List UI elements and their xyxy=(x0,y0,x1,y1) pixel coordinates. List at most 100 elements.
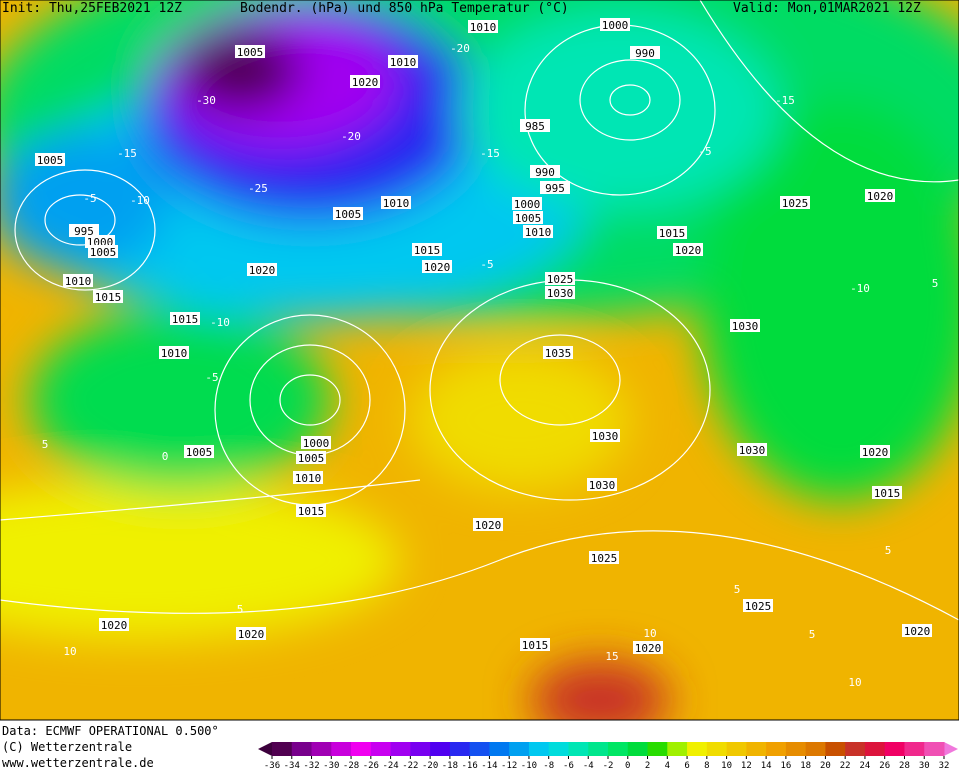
colorbar-tick-label: 8 xyxy=(704,761,709,770)
isobar-label: 1025 xyxy=(782,197,809,210)
colorbar-tick-label: -8 xyxy=(543,761,554,770)
isobar-label: 1015 xyxy=(172,313,199,326)
isobar-label-box xyxy=(468,20,498,33)
isobar-label: 1005 xyxy=(186,446,213,459)
isobar-label: 995 xyxy=(545,182,565,195)
isobar-label: 985 xyxy=(525,120,545,133)
isobar-label-box xyxy=(63,274,93,287)
temperature-label: 5 xyxy=(885,544,892,557)
isobar-label-box xyxy=(872,486,902,499)
colorbar-swatch xyxy=(805,742,826,756)
colorbar-tick-label: -28 xyxy=(343,761,359,770)
isobar-label-box xyxy=(301,436,331,449)
temperature-label: 5 xyxy=(734,583,741,596)
isobar-label-box xyxy=(412,243,442,256)
colorbar-tick-label: 4 xyxy=(665,761,670,770)
isobar-label-box xyxy=(93,290,123,303)
colorbar-tick-label: 24 xyxy=(860,761,871,770)
isobar-label-box xyxy=(333,207,363,220)
colorbar-swatch xyxy=(410,742,431,756)
isobar-label-box xyxy=(247,263,277,276)
isobar-label-box xyxy=(236,627,266,640)
colorbar-tick-label: -18 xyxy=(442,761,458,770)
isobar-label: 1010 xyxy=(383,197,410,210)
isobar-label-box xyxy=(159,346,189,359)
temperature-field xyxy=(0,0,959,720)
colorbar-swatch xyxy=(311,742,332,756)
init-time: Init: Thu,25FEB2021 12Z xyxy=(2,1,182,16)
isobar-label: 1030 xyxy=(739,444,766,457)
temperature-label: 5 xyxy=(237,603,244,616)
isobar-label: 1010 xyxy=(295,472,322,485)
isobar-label: 1035 xyxy=(545,347,572,360)
colorbar-tick-label: -20 xyxy=(422,761,438,770)
isobar-label: 1015 xyxy=(414,244,441,257)
isobar-label: 1020 xyxy=(867,190,894,203)
isobar-label: 1000 xyxy=(514,198,541,211)
isobar-label: 1010 xyxy=(65,275,92,288)
colorbar-tick-label: 22 xyxy=(840,761,851,770)
isobar-label-box xyxy=(780,196,810,209)
isobar-label: 1005 xyxy=(298,452,325,465)
isobar-label: 1010 xyxy=(390,56,417,69)
colorbar-tick-label: 16 xyxy=(780,761,791,770)
colorbar-tick-label: -30 xyxy=(323,761,339,770)
colorbar-tick-label: -34 xyxy=(284,761,300,770)
colorbar-swatch xyxy=(272,742,293,756)
isobar-label-box xyxy=(540,181,570,194)
temperature-label: -15 xyxy=(480,147,500,160)
isobar-label-box xyxy=(99,618,129,631)
isobar-label-box xyxy=(350,75,380,88)
isobar-label: 1020 xyxy=(424,261,451,274)
colorbar-swatch xyxy=(647,742,668,756)
temperature-label: -20 xyxy=(341,130,361,143)
isobar-label: 1020 xyxy=(675,244,702,257)
isobar-label-box xyxy=(381,196,411,209)
isobar-label: 1020 xyxy=(862,446,889,459)
temperature-label: 10 xyxy=(643,627,656,640)
colorbar-swatch xyxy=(785,742,807,756)
colorbar-tick-label: -12 xyxy=(501,761,517,770)
colorbar-tick-label: 20 xyxy=(820,761,831,770)
url: www.wetterzentrale.de xyxy=(2,756,154,770)
temperature-label: 10 xyxy=(848,676,861,689)
isobar-label-box xyxy=(590,429,620,442)
temperature-label: 0 xyxy=(162,450,169,463)
colorbar-tick-label: -14 xyxy=(481,761,497,770)
isobar-label: 1005 xyxy=(37,154,64,167)
colorbar-swatch xyxy=(884,742,905,756)
colorbar-swatch xyxy=(568,742,589,756)
colorbar-tick-label: 28 xyxy=(899,761,910,770)
colorbar-tick-label: -24 xyxy=(382,761,398,770)
isobar-label-box xyxy=(589,551,619,564)
colorbar-tick-label: 26 xyxy=(879,761,890,770)
colorbar-swatch xyxy=(904,742,925,756)
isobar-label: 1010 xyxy=(470,21,497,34)
isobar-label-box xyxy=(743,599,773,612)
isobar-label-box xyxy=(293,471,323,484)
colorbar-tick-label: -22 xyxy=(402,761,418,770)
colorbar-swatch xyxy=(746,742,767,756)
colorbar-swatch xyxy=(390,742,411,756)
temperature-label: -15 xyxy=(775,94,795,107)
isobar-label: 1020 xyxy=(238,628,265,641)
isobar-label-box xyxy=(512,197,542,210)
isobar-label: 1025 xyxy=(547,273,574,286)
isobar-label: 1005 xyxy=(90,246,117,259)
colorbar-swatch xyxy=(370,742,392,756)
temperature-label: -20 xyxy=(450,42,470,55)
isobar-label: 1020 xyxy=(904,625,931,638)
colorbar-swatch xyxy=(351,742,372,756)
colorbar-tick-label: -32 xyxy=(303,761,319,770)
copyright: (C) Wetterzentrale xyxy=(2,740,132,754)
colorbar-swatch xyxy=(548,742,569,756)
isobar-label-box xyxy=(520,119,550,132)
colorbar-swatch xyxy=(766,742,787,756)
colorbar-tick-label: -36 xyxy=(264,761,280,770)
isobar-label-box xyxy=(35,153,65,166)
isobar-label-box xyxy=(587,478,617,491)
isobar-label: 1020 xyxy=(475,519,502,532)
isobar-label-box xyxy=(184,445,214,458)
temperature-label: 5 xyxy=(42,438,49,451)
colorbar-swatch xyxy=(825,742,846,756)
